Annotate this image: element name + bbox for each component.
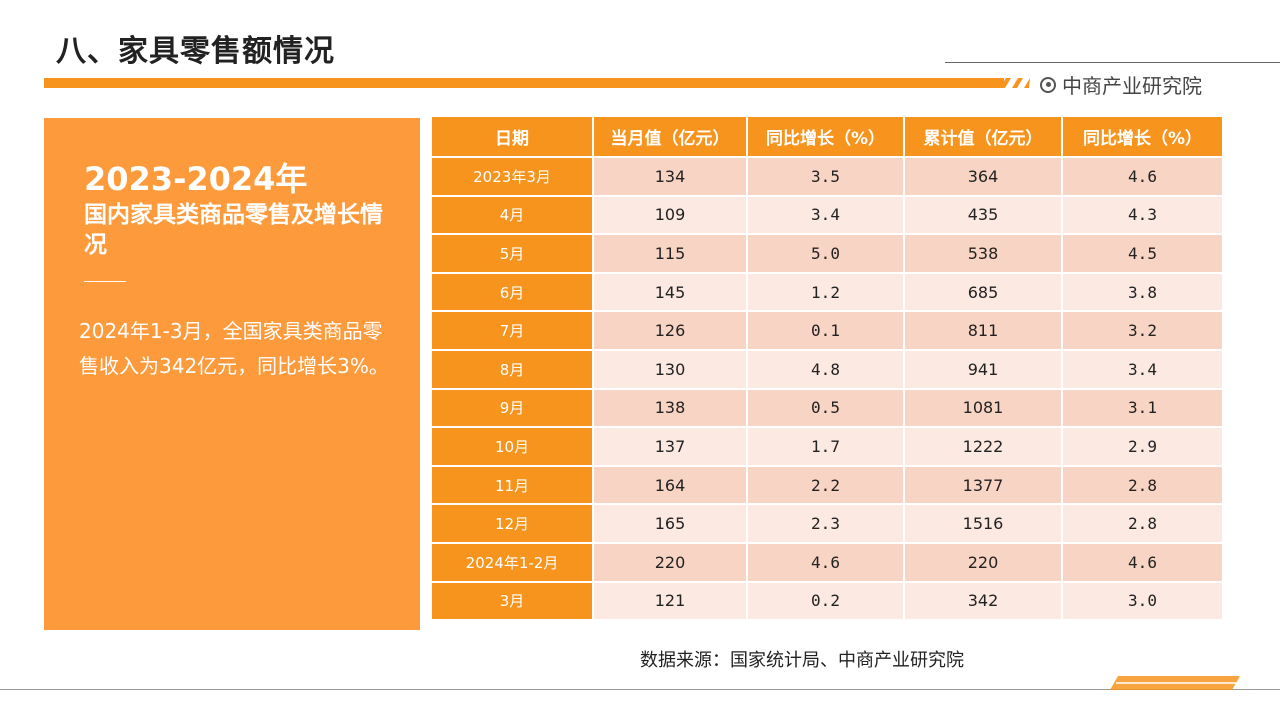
page-title: 八、家具零售额情况 <box>56 34 335 69</box>
retail-table: 日期 当月值（亿元） 同比增长（%） 累计值（亿元） 同比增长（%） 2023年… <box>432 117 1222 622</box>
panel-body-text: 2024年1-3月，全国家具类商品零售收入为342亿元，同比增长3%。 <box>79 319 389 378</box>
column-header: 累计值（亿元） <box>905 117 1063 158</box>
date-cell: 7月 <box>432 312 594 351</box>
table-header-row: 日期 当月值（亿元） 同比增长（%） 累计值（亿元） 同比增长（%） <box>432 117 1222 158</box>
value-cell: 2.8 <box>1063 505 1222 544</box>
date-cell: 6月 <box>432 273 594 313</box>
column-header: 日期 <box>432 117 594 158</box>
date-cell: 4月 <box>432 196 594 236</box>
value-cell: 1081 <box>905 389 1063 429</box>
table-row: 5月 115 5.0 538 4.5 <box>432 235 1222 274</box>
panel-divider <box>84 281 126 282</box>
value-cell: 0.1 <box>748 312 905 351</box>
value-cell: 4.8 <box>748 350 905 390</box>
value-cell: 1.7 <box>748 428 905 467</box>
summary-panel: 2023-2024年 国内家具类商品零售及增长情况 2024年1-3月，全国家具… <box>44 118 420 630</box>
date-cell: 8月 <box>432 350 594 390</box>
table-row: 4月 109 3.4 435 4.3 <box>432 196 1222 236</box>
value-cell: 115 <box>594 235 748 274</box>
value-cell: 2.2 <box>748 466 905 506</box>
value-cell: 4.6 <box>1063 543 1222 583</box>
table-row: 9月 138 0.5 1081 3.1 <box>432 389 1222 429</box>
table-row: 7月 126 0.1 811 3.2 <box>432 312 1222 351</box>
value-cell: 4.6 <box>1063 158 1222 197</box>
value-cell: 5.0 <box>748 235 905 274</box>
date-cell: 3月 <box>432 582 594 622</box>
table-row: 10月 137 1.7 1222 2.9 <box>432 428 1222 467</box>
value-cell: 126 <box>594 312 748 351</box>
brand: 中商产业研究院 <box>1040 70 1202 99</box>
value-cell: 2.9 <box>1063 428 1222 467</box>
date-cell: 11月 <box>432 466 594 506</box>
value-cell: 4.3 <box>1063 196 1222 236</box>
footer-stripes <box>1110 676 1240 690</box>
date-cell: 12月 <box>432 505 594 544</box>
value-cell: 811 <box>905 312 1063 351</box>
brand-name: 中商产业研究院 <box>1062 74 1202 98</box>
value-cell: 3.4 <box>1063 350 1222 390</box>
value-cell: 364 <box>905 158 1063 197</box>
value-cell: 3.2 <box>1063 312 1222 351</box>
value-cell: 109 <box>594 196 748 236</box>
value-cell: 145 <box>594 273 748 313</box>
footer-divider <box>0 689 1280 690</box>
table-row: 11月 164 2.2 1377 2.8 <box>432 466 1222 506</box>
value-cell: 1377 <box>905 466 1063 506</box>
value-cell: 435 <box>905 196 1063 236</box>
panel-years: 2023-2024年 <box>84 160 308 198</box>
value-cell: 1516 <box>905 505 1063 544</box>
value-cell: 2.3 <box>748 505 905 544</box>
value-cell: 134 <box>594 158 748 197</box>
value-cell: 538 <box>905 235 1063 274</box>
value-cell: 220 <box>594 543 748 583</box>
table-row: 8月 130 4.8 941 3.4 <box>432 350 1222 390</box>
value-cell: 685 <box>905 273 1063 313</box>
value-cell: 220 <box>905 543 1063 583</box>
value-cell: 1222 <box>905 428 1063 467</box>
header-accent-bar <box>44 78 1004 88</box>
value-cell: 2.8 <box>1063 466 1222 506</box>
value-cell: 3.5 <box>748 158 905 197</box>
table-row: 2024年1-2月 220 4.6 220 4.6 <box>432 543 1222 583</box>
header-stripes <box>1000 78 1030 88</box>
value-cell: 3.4 <box>748 196 905 236</box>
table-row: 2023年3月 134 3.5 364 4.6 <box>432 158 1222 197</box>
column-header: 同比增长（%） <box>748 117 905 158</box>
value-cell: 165 <box>594 505 748 544</box>
value-cell: 138 <box>594 389 748 429</box>
header-divider <box>945 62 1280 63</box>
table-body: 2023年3月 134 3.5 364 4.6 4月 109 3.4 435 4.3 5月 115 5.… <box>432 158 1222 622</box>
column-header: 当月值（亿元） <box>594 117 748 158</box>
value-cell: 137 <box>594 428 748 467</box>
brand-logo-icon <box>1040 76 1056 93</box>
value-cell: 3.1 <box>1063 389 1222 429</box>
value-cell: 3.8 <box>1063 273 1222 313</box>
value-cell: 121 <box>594 582 748 622</box>
table-row: 6月 145 1.2 685 3.8 <box>432 273 1222 313</box>
value-cell: 1.2 <box>748 273 905 313</box>
value-cell: 164 <box>594 466 748 506</box>
value-cell: 0.5 <box>748 389 905 429</box>
value-cell: 4.6 <box>748 543 905 583</box>
date-cell: 5月 <box>432 235 594 274</box>
date-cell: 9月 <box>432 389 594 429</box>
date-cell: 2023年3月 <box>432 158 594 197</box>
table-row: 12月 165 2.3 1516 2.8 <box>432 505 1222 544</box>
date-cell: 10月 <box>432 428 594 467</box>
value-cell: 342 <box>905 582 1063 622</box>
source-note: 数据来源：国家统计局、中商产业研究院 <box>640 650 964 671</box>
table-row: 3月 121 0.2 342 3.0 <box>432 582 1222 622</box>
value-cell: 3.0 <box>1063 582 1222 622</box>
column-header: 同比增长（%） <box>1063 117 1222 158</box>
value-cell: 4.5 <box>1063 235 1222 274</box>
value-cell: 0.2 <box>748 582 905 622</box>
value-cell: 130 <box>594 350 748 390</box>
value-cell: 941 <box>905 350 1063 390</box>
date-cell: 2024年1-2月 <box>432 543 594 583</box>
panel-subtitle: 国内家具类商品零售及增长情况 <box>84 202 383 258</box>
